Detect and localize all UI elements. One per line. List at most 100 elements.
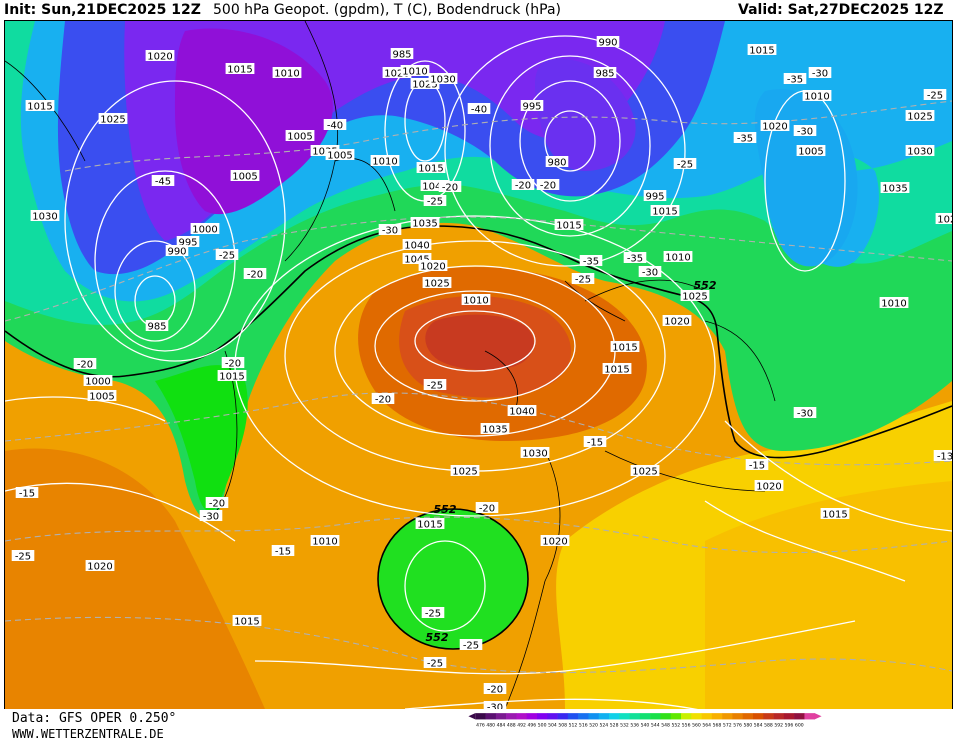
svg-text:1020: 1020	[664, 317, 689, 328]
legend-left-arrow	[468, 713, 476, 720]
isobar-label: 1015	[416, 162, 446, 175]
isotherm-5	[64, 100, 952, 172]
legend-tick-label: 492	[517, 722, 526, 728]
isobar-south-2	[404, 698, 698, 709]
svg-text:-20: -20	[375, 395, 391, 406]
temperature-label: -20	[483, 683, 507, 696]
temperature-label: -25	[423, 379, 447, 392]
geopotential-label: 552	[426, 631, 449, 644]
field-bright-green-west	[155, 365, 248, 512]
isobar-label: 1015	[554, 219, 584, 232]
isobar-low-west-3	[94, 170, 236, 352]
temperature-label: -20	[205, 497, 229, 510]
svg-text:-13: -13	[937, 452, 952, 463]
legend-swatch	[650, 713, 661, 720]
temperature-label: -25	[673, 158, 697, 171]
isobar-label: 995	[643, 190, 667, 203]
legend-swatch	[629, 713, 641, 720]
svg-text:1020: 1020	[384, 69, 409, 80]
svg-text:1020: 1020	[756, 482, 781, 493]
isobar-west-2	[5, 482, 236, 542]
svg-text:1015: 1015	[652, 207, 677, 218]
legend-tick-label: 584	[754, 722, 763, 728]
legend-swatch	[537, 713, 548, 720]
isobar-label: 1010	[370, 155, 400, 168]
isobar-low-west-4	[64, 80, 286, 362]
svg-text:1005: 1005	[232, 172, 257, 183]
svg-text:1025: 1025	[682, 292, 707, 303]
legend-tick-label: 588	[764, 722, 773, 728]
svg-text:1020: 1020	[420, 262, 445, 273]
isobar-label: 1020	[382, 67, 412, 80]
isobar-label: 1030	[30, 210, 60, 223]
svg-text:-15: -15	[19, 489, 35, 500]
svg-text:1015: 1015	[556, 221, 581, 232]
svg-text:1030: 1030	[430, 75, 455, 86]
isobar-label: 1015	[217, 370, 247, 383]
svg-text:-30: -30	[797, 127, 813, 138]
temperature-label: -25	[421, 607, 445, 620]
svg-text:-20: -20	[479, 504, 495, 515]
isobar-label: 1035	[880, 182, 910, 195]
legend-tick-label: 540	[641, 722, 650, 728]
svg-text:995: 995	[645, 192, 664, 203]
svg-text:1010: 1010	[665, 253, 690, 264]
isobar-label: 1040	[402, 239, 432, 252]
svg-text:985: 985	[147, 322, 166, 333]
svg-text:1015: 1015	[219, 372, 244, 383]
isobar-label: 1000	[190, 223, 220, 236]
svg-text:1020: 1020	[937, 215, 952, 226]
svg-text:-25: -25	[575, 275, 591, 286]
svg-text:-25: -25	[427, 381, 443, 392]
temperature-label: -20	[243, 268, 267, 281]
field-orange-yellow-southeast	[705, 481, 952, 709]
isobar-east-1	[724, 420, 952, 532]
temperature-label: -35	[579, 255, 603, 268]
svg-text:-35: -35	[737, 134, 753, 145]
svg-text:1015: 1015	[612, 343, 637, 354]
svg-text:-20: -20	[442, 183, 458, 194]
svg-text:1040: 1040	[509, 407, 534, 418]
isobar-label: 1020	[85, 560, 115, 573]
svg-text:-25: -25	[15, 552, 31, 563]
isobar-label: 1010	[802, 90, 832, 103]
isotherm-2	[5, 516, 952, 554]
temperature-label: -20	[475, 502, 499, 515]
coastline-europe	[484, 279, 776, 709]
svg-text:1015: 1015	[749, 46, 774, 57]
isobar-low-north-1	[544, 110, 596, 172]
legend-swatch	[732, 713, 743, 720]
legend-tick-label: 552	[671, 722, 680, 728]
svg-text:-25: -25	[463, 641, 479, 652]
temperature-label: -25	[423, 657, 447, 670]
temperature-label: -40	[467, 103, 491, 116]
legend-tick-label: 568	[713, 722, 722, 728]
legend-swatch	[701, 713, 713, 720]
isobar-label: 1005	[796, 145, 826, 158]
isobar-label: 1040	[507, 405, 537, 418]
temperature-label: -25	[571, 273, 595, 286]
temperature-label: -30	[199, 510, 223, 523]
svg-text:-20: -20	[487, 685, 503, 696]
svg-text:990: 990	[598, 38, 617, 49]
temperature-label: -30	[793, 125, 817, 138]
isobar-label: 1025	[410, 78, 440, 91]
legend-swatch	[722, 713, 733, 720]
legend-tick-label: 516	[579, 722, 588, 728]
svg-text:1015: 1015	[417, 520, 442, 531]
svg-text:1025: 1025	[412, 80, 437, 91]
legend-tick-label: 548	[661, 722, 670, 728]
legend-tick-label: 496	[527, 722, 536, 728]
isobar-label: 1030	[520, 447, 550, 460]
isobar-label: 1015	[232, 615, 262, 628]
valid-time-label: Valid: Sat,27DEC2025 12Z	[738, 2, 944, 18]
isobar-east-2	[704, 500, 906, 582]
legend-swatch	[773, 713, 785, 720]
svg-text:-40: -40	[327, 121, 343, 132]
legend-swatch	[567, 713, 579, 720]
legend-tick-label: 580	[743, 722, 752, 728]
svg-text:1010: 1010	[372, 157, 397, 168]
svg-text:-35: -35	[787, 75, 803, 86]
temperature-label: -25	[423, 195, 447, 208]
